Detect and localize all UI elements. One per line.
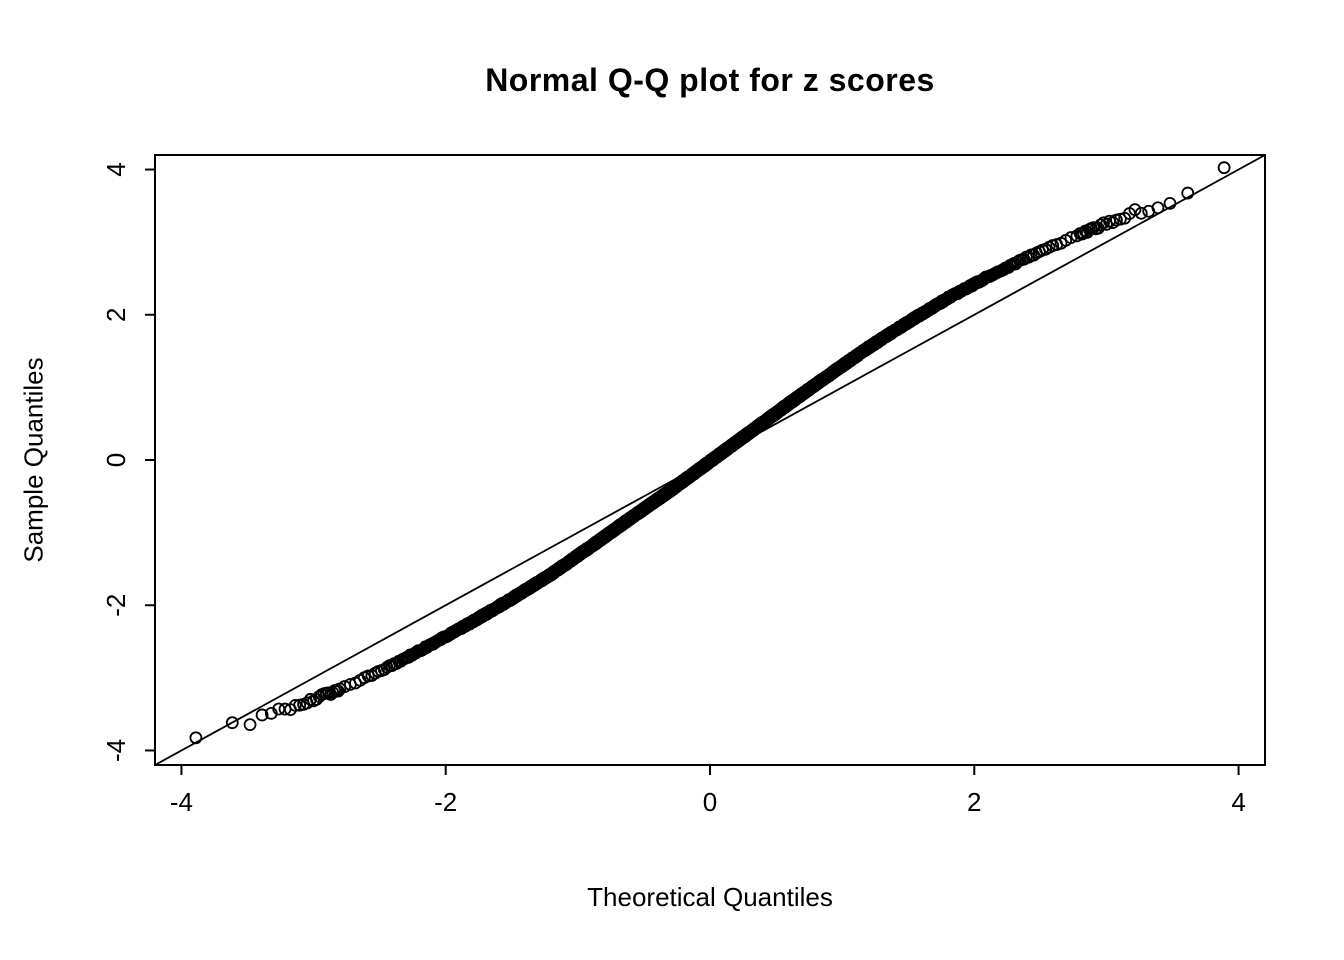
reference-line: [154, 154, 1266, 766]
data-points: [189, 161, 1231, 745]
y-axis: -4 -2 0 2 4: [101, 162, 155, 762]
y-tick-label: 2: [101, 308, 131, 322]
data-point: [1217, 161, 1231, 175]
x-axis: -4 -2 0 2 4: [170, 765, 1246, 817]
data-point: [1128, 203, 1142, 217]
data-point: [322, 686, 336, 700]
data-point: [225, 716, 239, 730]
chart-title: Normal Q-Q plot for z scores: [485, 62, 935, 98]
data-point: [1134, 206, 1148, 220]
x-tick-label: 4: [1231, 787, 1245, 817]
x-tick-label: 2: [967, 787, 981, 817]
y-tick-label: 4: [101, 162, 131, 176]
x-tick-label: 0: [703, 787, 717, 817]
data-point: [255, 708, 269, 722]
y-tick-label: -4: [101, 739, 131, 762]
y-tick-label: 0: [101, 453, 131, 467]
data-point: [288, 698, 302, 712]
x-tick-label: -4: [170, 787, 193, 817]
data-point: [1181, 186, 1195, 200]
data-point: [243, 718, 257, 732]
x-axis-label: Theoretical Quantiles: [587, 882, 833, 912]
x-tick-label: -2: [434, 787, 457, 817]
y-tick-label: -2: [101, 594, 131, 617]
